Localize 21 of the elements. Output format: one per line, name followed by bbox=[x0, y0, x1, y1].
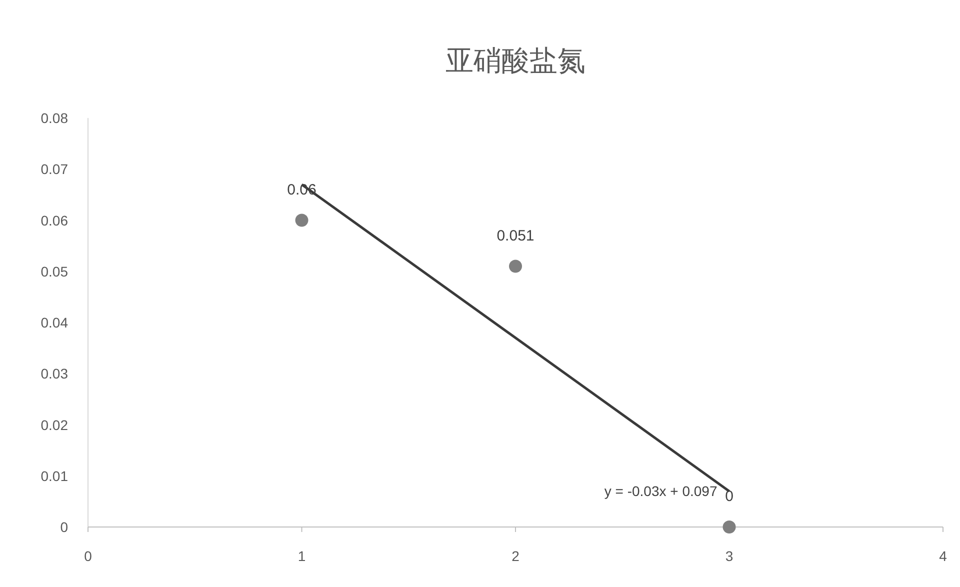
point bbox=[509, 260, 522, 273]
x-tick-label: 4 bbox=[939, 548, 948, 564]
x-tick-label: 2 bbox=[512, 548, 520, 564]
y-tick-label: 0.01 bbox=[40, 468, 68, 484]
data-label: 0.051 bbox=[496, 227, 534, 244]
y-tick-label: 0.02 bbox=[40, 416, 68, 433]
data-label: 0 bbox=[725, 488, 734, 505]
y-tick-label: 0 bbox=[60, 519, 68, 535]
y-tick-label: 0.08 bbox=[40, 110, 68, 126]
point bbox=[722, 520, 736, 534]
y-tick-label: 0.06 bbox=[40, 212, 68, 228]
point bbox=[295, 214, 308, 227]
x-tick-label: 3 bbox=[725, 548, 734, 564]
annotation: y = -0.03x + 0.097 bbox=[604, 483, 718, 500]
x-tick-label: 1 bbox=[298, 548, 306, 564]
x-tick-label: 0 bbox=[84, 548, 92, 564]
y-tick-label: 0.04 bbox=[40, 314, 68, 330]
y-tick-label: 0.07 bbox=[40, 161, 68, 178]
y-tick-label: 0.03 bbox=[40, 366, 68, 382]
chart-title: 亚硝酸盐氮 bbox=[446, 45, 586, 76]
y-tick-label: 0.05 bbox=[40, 263, 68, 280]
